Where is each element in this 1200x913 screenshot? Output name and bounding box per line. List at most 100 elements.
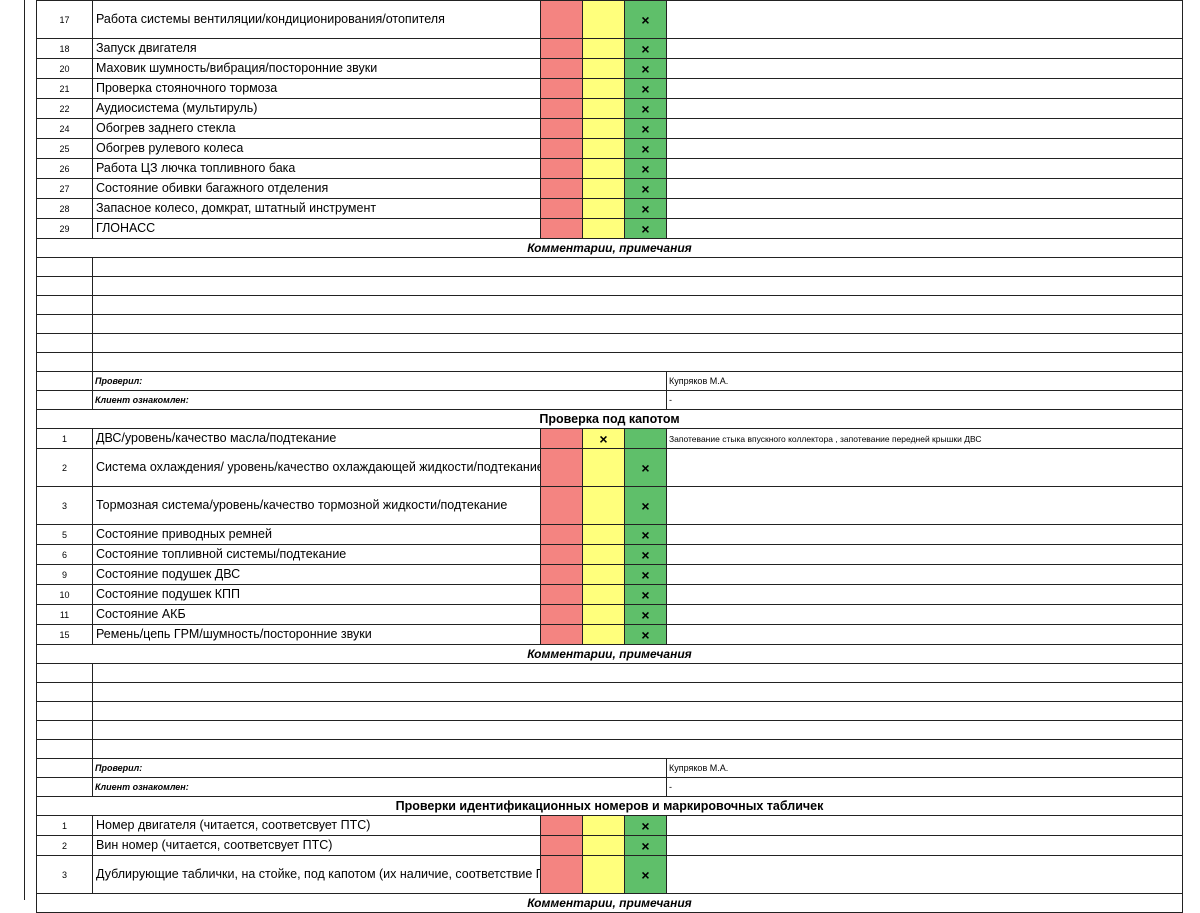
status-cell-red[interactable]	[540, 855, 583, 894]
row-item-label: Проверка стояночного тормоза	[92, 78, 541, 99]
status-cell-red[interactable]	[540, 604, 583, 625]
status-cell-green[interactable]: ×	[624, 584, 667, 605]
client-acknowledged-value[interactable]: -	[666, 777, 1183, 797]
checklist-row: 21 Проверка стояночного тормоза ×	[36, 78, 1183, 99]
status-cell-yellow[interactable]	[582, 0, 625, 39]
status-cell-red[interactable]	[540, 544, 583, 565]
status-cell-red[interactable]	[540, 98, 583, 119]
status-cell-green[interactable]: ×	[624, 178, 667, 199]
status-cell-yellow[interactable]	[582, 218, 625, 239]
comment-input-line[interactable]	[92, 314, 1183, 334]
comment-input-line[interactable]	[92, 720, 1183, 740]
status-cell-yellow[interactable]	[582, 78, 625, 99]
status-cell-green[interactable]: ×	[624, 218, 667, 239]
status-cell-green[interactable]: ×	[624, 564, 667, 585]
comment-input-line[interactable]	[92, 352, 1183, 372]
status-cell-yellow[interactable]	[582, 624, 625, 645]
status-cell-red[interactable]	[540, 835, 583, 856]
comment-input-line[interactable]	[92, 333, 1183, 353]
status-cell-yellow[interactable]	[582, 564, 625, 585]
status-cell-yellow[interactable]	[582, 486, 625, 525]
row-number: 6	[36, 544, 93, 565]
status-cell-green[interactable]: ×	[624, 448, 667, 487]
checked-by-value[interactable]: Купряков М.А.	[666, 371, 1183, 391]
status-cell-yellow[interactable]: ×	[582, 428, 625, 449]
status-cell-red[interactable]	[540, 118, 583, 139]
row-note	[666, 564, 1183, 585]
status-cell-yellow[interactable]	[582, 58, 625, 79]
status-cell-yellow[interactable]	[582, 448, 625, 487]
status-cell-green[interactable]: ×	[624, 0, 667, 39]
status-cell-yellow[interactable]	[582, 118, 625, 139]
comment-input-line[interactable]	[92, 663, 1183, 683]
status-cell-yellow[interactable]	[582, 835, 625, 856]
row-item-label: Дублирующие таблички, на стойке, под кап…	[92, 855, 541, 894]
row-number: 3	[36, 486, 93, 525]
status-cell-yellow[interactable]	[582, 98, 625, 119]
status-cell-red[interactable]	[540, 158, 583, 179]
status-cell-yellow[interactable]	[582, 544, 625, 565]
status-cell-red[interactable]	[540, 198, 583, 219]
status-cell-red[interactable]	[540, 38, 583, 59]
status-cell-yellow[interactable]	[582, 158, 625, 179]
status-cell-green[interactable]	[624, 428, 667, 449]
checked-by-value[interactable]: Купряков М.А.	[666, 758, 1183, 778]
row-note	[666, 38, 1183, 59]
status-cell-green[interactable]: ×	[624, 624, 667, 645]
status-cell-yellow[interactable]	[582, 584, 625, 605]
status-cell-red[interactable]	[540, 815, 583, 836]
status-cell-green[interactable]: ×	[624, 158, 667, 179]
status-cell-red[interactable]	[540, 218, 583, 239]
status-cell-yellow[interactable]	[582, 524, 625, 545]
row-note	[666, 98, 1183, 119]
check-mark: ×	[641, 566, 650, 583]
checklist-row: 3 Тормозная система/уровень/качество торм…	[36, 486, 1183, 525]
status-cell-yellow[interactable]	[582, 815, 625, 836]
status-cell-red[interactable]	[540, 564, 583, 585]
status-cell-green[interactable]: ×	[624, 38, 667, 59]
status-cell-green[interactable]: ×	[624, 118, 667, 139]
status-cell-red[interactable]	[540, 178, 583, 199]
status-cell-red[interactable]	[540, 584, 583, 605]
status-cell-red[interactable]	[540, 0, 583, 39]
comment-input-line[interactable]	[92, 682, 1183, 702]
status-cell-red[interactable]	[540, 624, 583, 645]
status-cell-green[interactable]: ×	[624, 58, 667, 79]
status-cell-green[interactable]: ×	[624, 78, 667, 99]
status-cell-yellow[interactable]	[582, 178, 625, 199]
client-acknowledged-value[interactable]: -	[666, 390, 1183, 410]
status-cell-red[interactable]	[540, 78, 583, 99]
comment-input-line[interactable]	[92, 257, 1183, 277]
status-cell-yellow[interactable]	[582, 604, 625, 625]
status-cell-green[interactable]: ×	[624, 604, 667, 625]
status-cell-yellow[interactable]	[582, 38, 625, 59]
status-cell-green[interactable]: ×	[624, 815, 667, 836]
row-note	[666, 544, 1183, 565]
status-cell-green[interactable]: ×	[624, 544, 667, 565]
status-cell-green[interactable]: ×	[624, 855, 667, 894]
client-acknowledged-label: Клиент ознакомлен:	[92, 390, 667, 410]
status-cell-red[interactable]	[540, 448, 583, 487]
status-cell-red[interactable]	[540, 58, 583, 79]
status-cell-red[interactable]	[540, 138, 583, 159]
status-cell-green[interactable]: ×	[624, 138, 667, 159]
status-cell-red[interactable]	[540, 428, 583, 449]
status-cell-green[interactable]: ×	[624, 524, 667, 545]
comment-input-line[interactable]	[92, 739, 1183, 759]
comment-input-line[interactable]	[92, 701, 1183, 721]
status-cell-green[interactable]: ×	[624, 198, 667, 219]
status-cell-green[interactable]: ×	[624, 486, 667, 525]
status-cell-green[interactable]: ×	[624, 835, 667, 856]
status-cell-yellow[interactable]	[582, 138, 625, 159]
status-cell-yellow[interactable]	[582, 855, 625, 894]
comments-header: Комментарии, примечания	[36, 644, 1183, 664]
status-cell-yellow[interactable]	[582, 198, 625, 219]
comments-header: Комментарии, примечания	[36, 238, 1183, 258]
comment-input-line[interactable]	[92, 295, 1183, 315]
check-mark: ×	[641, 459, 650, 476]
status-cell-green[interactable]: ×	[624, 98, 667, 119]
row-item-label: Запуск двигателя	[92, 38, 541, 59]
status-cell-red[interactable]	[540, 486, 583, 525]
status-cell-red[interactable]	[540, 524, 583, 545]
comment-input-line[interactable]	[92, 276, 1183, 296]
